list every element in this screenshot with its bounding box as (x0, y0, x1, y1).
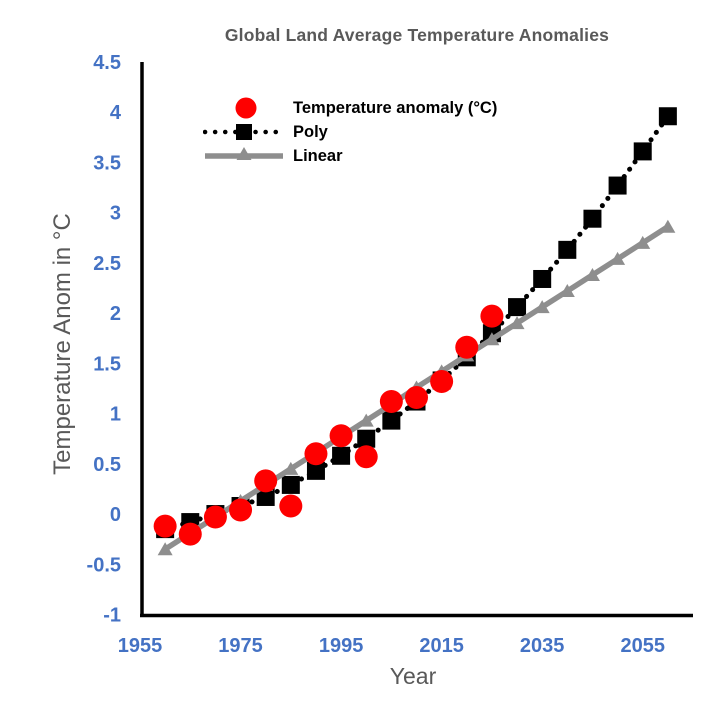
anomaly-point-marker (279, 494, 303, 518)
legend-item-linear: Linear (203, 144, 497, 168)
y-tick-label: 4 (110, 102, 122, 124)
legend-item-poly: Poly (203, 120, 497, 144)
anomaly-point-marker (455, 335, 479, 359)
poly-square-marker (332, 446, 351, 465)
anomaly-point-marker (329, 424, 353, 448)
linear-triangle-marker (584, 267, 600, 281)
x-tick-label: 2015 (419, 635, 464, 657)
poly-square-marker (633, 142, 652, 161)
anomaly-point-marker (480, 304, 504, 328)
legend-label-poly: Poly (293, 123, 328, 141)
anomaly-point-marker (229, 498, 253, 522)
y-tick-label: 0.5 (93, 454, 121, 476)
poly-square-marker (558, 240, 577, 259)
linear-triangle-marker (484, 332, 500, 346)
linear-triangle-marker (358, 413, 374, 427)
poly-square-marker (658, 107, 677, 126)
linear-triangle-marker (534, 300, 550, 314)
x-tick-label: 2055 (620, 635, 665, 657)
x-tick-label: 1995 (319, 635, 364, 657)
anomaly-point-marker (254, 469, 278, 493)
anomaly-point-marker (405, 386, 428, 410)
poly-square-marker (608, 176, 627, 195)
poly-square-marker (357, 429, 376, 448)
linear-triangle-marker (559, 284, 575, 298)
legend-label-temperature-anomaly: Temperature anomaly (°C) (293, 99, 498, 117)
linear-triangle-marker (610, 251, 626, 265)
y-tick-label: 2.5 (93, 253, 121, 275)
legend: Temperature anomaly (°C) Poly Linear (203, 96, 497, 168)
y-tick-label: -0.5 (87, 554, 121, 576)
linear-triangle-marker (660, 219, 676, 233)
anomaly-point-marker (379, 390, 403, 414)
legend-label-linear: Linear (293, 147, 343, 165)
y-tick-label: 2 (110, 303, 121, 325)
anomaly-point-marker (430, 369, 454, 393)
y-tick-label: -1 (103, 605, 121, 627)
anomaly-point-marker (153, 514, 177, 538)
linear-triangle-marker (283, 461, 299, 475)
legend-item-temperature-anomaly: Temperature anomaly (°C) (203, 96, 497, 120)
poly-square-marker (306, 461, 325, 480)
legend-square-dotted-line-icon (203, 124, 285, 140)
y-axis-title: Temperature Anom in °C (49, 213, 76, 475)
poly-square-marker (508, 298, 527, 317)
linear-triangle-marker (509, 316, 525, 330)
x-tick-label: 1975 (218, 635, 263, 657)
linear-triangle-marker (635, 235, 651, 249)
legend-triangle-line-icon (205, 147, 283, 160)
x-tick-label: 2035 (520, 635, 565, 657)
poly-square-marker (533, 269, 552, 288)
y-tick-label: 1 (110, 404, 121, 426)
linear-triangle-marker (157, 542, 173, 556)
y-tick-label: 0 (110, 504, 121, 526)
anomaly-point-marker (304, 442, 328, 466)
legend-circle-marker-icon (235, 97, 257, 119)
y-tick-label: 3 (110, 203, 121, 225)
anomaly-point-marker (203, 505, 227, 529)
anomaly-point-marker (354, 445, 378, 469)
poly-square-marker (256, 487, 275, 506)
y-tick-label: 4.5 (93, 52, 121, 74)
poly-series-line (162, 113, 671, 532)
y-tick-label: 1.5 (93, 353, 121, 375)
x-tick-label: 1955 (118, 635, 163, 657)
x-axis-title: Year (389, 663, 437, 689)
poly-square-marker (281, 475, 300, 494)
anomaly-point-marker (178, 522, 202, 546)
poly-square-marker (583, 209, 602, 228)
poly-square-marker (382, 411, 401, 430)
chart-title: Global Land Average Temperature Anomalie… (224, 25, 610, 45)
y-tick-label: 3.5 (93, 152, 121, 174)
